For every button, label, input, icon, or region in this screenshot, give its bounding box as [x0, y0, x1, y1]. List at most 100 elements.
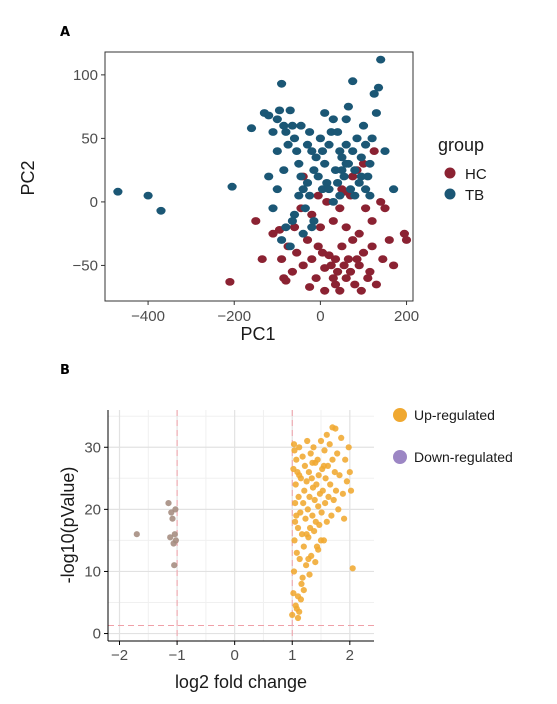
pca-point-tb-52 — [367, 134, 377, 143]
pca-point-hc-40 — [354, 261, 364, 270]
pca-point-tb-26 — [311, 153, 321, 162]
volcano-point-down-regulated-9 — [172, 537, 179, 544]
pca-point-hc-36 — [348, 236, 358, 244]
pca-point-tb-54 — [371, 109, 381, 117]
pca-y-tick-label: 100 — [73, 67, 98, 84]
volcano-x-tick-label: −1 — [169, 647, 186, 664]
volcano-point-up-regulated-39 — [311, 528, 318, 535]
volcano-point-up-regulated-26 — [303, 478, 310, 485]
pca-point-hc-55 — [401, 236, 412, 244]
pca-point-tb-84 — [350, 191, 360, 200]
pca-point-tb-71 — [279, 166, 289, 175]
pca-point-tb-38 — [337, 153, 347, 162]
pca-point-hc-42 — [358, 248, 369, 257]
pca-point-tb-19 — [296, 172, 306, 181]
volcano-point-down-regulated-2 — [167, 534, 174, 541]
volcano-y-tick-label: 10 — [84, 563, 101, 580]
pca-point-tb-56 — [376, 55, 386, 64]
pca-point-hc-51 — [380, 204, 390, 213]
panel-label-a: A — [60, 25, 70, 40]
pca-point-tb-67 — [333, 128, 343, 136]
volcano-point-up-regulated-27 — [304, 437, 311, 445]
volcano-point-up-regulated-0 — [289, 611, 296, 619]
pca-point-hc-7 — [287, 267, 297, 276]
pca-point-hc-47 — [367, 217, 377, 225]
panel-a: A −400 −200 0 200 −50 0 50 100 PC1 PC2 group H… — [18, 25, 487, 344]
pca-point-tb-39 — [339, 172, 349, 181]
pca-point-hc-65 — [307, 210, 317, 219]
volcano-point-up-regulated-10 — [294, 614, 302, 622]
volcano-point-up-regulated-86 — [315, 546, 322, 553]
pca-y-tick-label: 50 — [81, 130, 98, 147]
volcano-point-up-regulated-60 — [325, 493, 332, 500]
pca-point-tb-62 — [289, 210, 300, 219]
pca-legend: group HC TB — [438, 135, 487, 204]
pca-point-tb-27 — [313, 172, 323, 181]
volcano-point-down-regulated-0 — [133, 531, 140, 538]
pca-point-tb-36 — [333, 179, 343, 187]
pca-point-hc-66 — [348, 172, 358, 181]
volcano-point-up-regulated-1 — [290, 590, 297, 597]
volcano-point-up-regulated-80 — [349, 565, 356, 572]
volcano-point-up-regulated-63 — [328, 512, 335, 519]
pca-point-hc-2 — [257, 255, 267, 263]
volcano-y-tick-label: 30 — [84, 439, 101, 456]
volcano-point-up-regulated-12 — [295, 493, 302, 500]
pca-point-tb-83 — [335, 147, 345, 156]
pca-point-hc-53 — [389, 261, 399, 270]
volcano-y-tick-label: 0 — [93, 626, 101, 643]
volcano-point-up-regulated-66 — [331, 469, 338, 476]
volcano-point-up-regulated-17 — [298, 580, 305, 588]
volcano-y-axis-title: -log10(pValue) — [58, 467, 78, 584]
pca-plot-border — [104, 51, 414, 302]
volcano-point-up-regulated-71 — [336, 472, 343, 479]
pca-point-hc-62 — [378, 255, 388, 263]
volcano-point-down-regulated-4 — [169, 515, 176, 522]
volcano-point-up-regulated-62 — [327, 481, 334, 488]
pca-x-axis: −400 −200 0 200 — [131, 301, 419, 325]
pca-point-tb-60 — [277, 236, 287, 244]
volcano-point-up-regulated-69 — [334, 450, 341, 457]
pca-point-hc-58 — [330, 280, 341, 289]
pca-point-tb-31 — [322, 179, 332, 187]
pca-point-hc-22 — [328, 274, 338, 282]
pca-points — [113, 55, 412, 295]
volcano-x-axis-title: log2 fold change — [175, 672, 307, 692]
pca-point-hc-24 — [330, 255, 341, 263]
pca-point-tb-30 — [320, 159, 330, 168]
volcano-point-up-regulated-91 — [309, 459, 316, 466]
pca-point-hc-37 — [350, 280, 360, 289]
pca-point-hc-19 — [320, 286, 330, 295]
volcano-x-tick-label: 0 — [230, 647, 238, 664]
legend-label-down-regulated: Down-regulated — [414, 449, 513, 465]
pca-point-tb-50 — [363, 172, 373, 181]
volcano-point-up-regulated-55 — [321, 447, 328, 454]
pca-point-hc-46 — [365, 267, 375, 276]
volcano-point-up-regulated-61 — [326, 441, 333, 448]
volcano-point-up-regulated-70 — [335, 506, 342, 513]
pca-legend-title: group — [438, 135, 484, 155]
pca-point-tb-79 — [287, 217, 297, 225]
pca-point-hc-12 — [305, 283, 315, 291]
pca-y-axis: −50 0 50 100 — [73, 67, 105, 274]
legend-swatch-tb — [444, 188, 456, 200]
panel-b: B −2 −1 0 1 2 0 10 20 30 log2 fold change -log1… — [58, 363, 513, 692]
pca-point-tb-66 — [320, 109, 330, 117]
pca-point-hc-13 — [307, 255, 317, 263]
pca-point-hc-57 — [313, 191, 323, 200]
pca-point-hc-67 — [268, 229, 278, 238]
pca-point-tb-65 — [307, 147, 317, 156]
volcano-point-up-regulated-30 — [305, 469, 312, 476]
pca-point-hc-26 — [335, 204, 345, 213]
pca-point-tb-44 — [350, 166, 360, 175]
volcano-point-up-regulated-43 — [313, 481, 320, 488]
pca-point-hc-50 — [376, 198, 386, 206]
pca-point-tb-14 — [285, 106, 295, 115]
volcano-point-up-regulated-78 — [346, 469, 353, 476]
volcano-x-tick-label: −2 — [111, 647, 128, 664]
volcano-point-up-regulated-31 — [306, 493, 313, 500]
volcano-point-up-regulated-21 — [300, 543, 307, 550]
volcano-point-up-regulated-36 — [309, 512, 316, 519]
pca-point-tb-57 — [272, 185, 282, 194]
volcano-point-up-regulated-102 — [291, 447, 298, 454]
